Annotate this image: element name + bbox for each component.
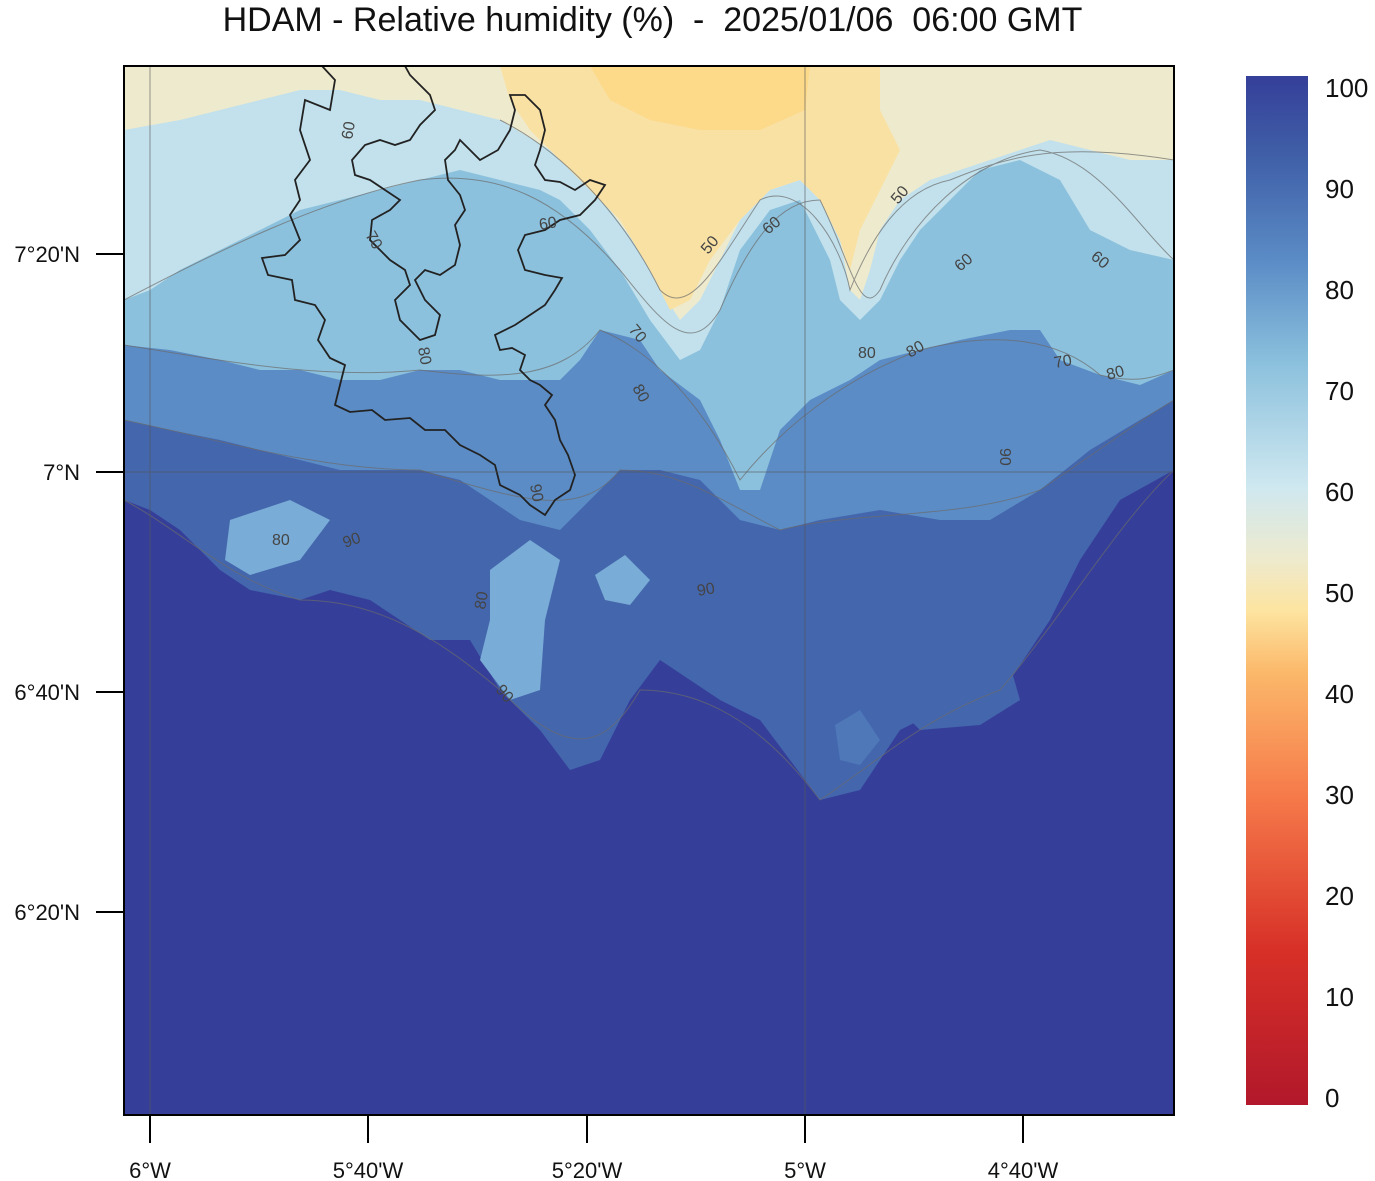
map-title: HDAM - Relative humidity (%) - 2025/01/0…	[222, 1, 1083, 39]
y-tick-label: 6°40'N	[14, 680, 80, 705]
x-tick-label: 4°40'W	[988, 1158, 1059, 1181]
contour-label: 60	[339, 120, 359, 141]
contour-label: 80	[858, 345, 876, 362]
y-tick-label: 6°20'N	[14, 900, 80, 925]
x-tick-label: 5°W	[784, 1158, 826, 1181]
x-tick-label: 5°40'W	[333, 1158, 404, 1181]
contour-label: 70	[362, 229, 386, 253]
contour-label: 80	[629, 382, 653, 406]
y-tick-label: 7°20'N	[14, 242, 80, 267]
contour-lines	[124, 119, 1174, 801]
graticule	[124, 66, 1174, 1115]
contour-label: 80	[472, 590, 492, 611]
x-tick-label: 6°W	[129, 1158, 171, 1181]
contour-label: 90	[696, 580, 717, 600]
plot-frame	[123, 65, 1175, 1116]
contour-label: 80	[414, 346, 434, 367]
x-axis-ticks	[149, 1115, 1024, 1143]
coastline	[260, 66, 607, 517]
y-tick-label: 7°N	[43, 460, 80, 485]
contour-label: 80	[904, 338, 928, 362]
humidity-field	[124, 66, 1174, 1115]
contour-label: 70	[1053, 352, 1074, 372]
y-axis-ticks	[96, 253, 124, 913]
contour-label: 60	[538, 214, 559, 234]
contour-label: 90	[526, 483, 546, 504]
contour-label: 80	[272, 532, 290, 549]
contour-label: 90	[996, 448, 1013, 466]
contour-label: 80	[1105, 363, 1127, 384]
x-tick-label: 5°20'W	[552, 1158, 623, 1181]
contour-label: 90	[341, 530, 364, 552]
